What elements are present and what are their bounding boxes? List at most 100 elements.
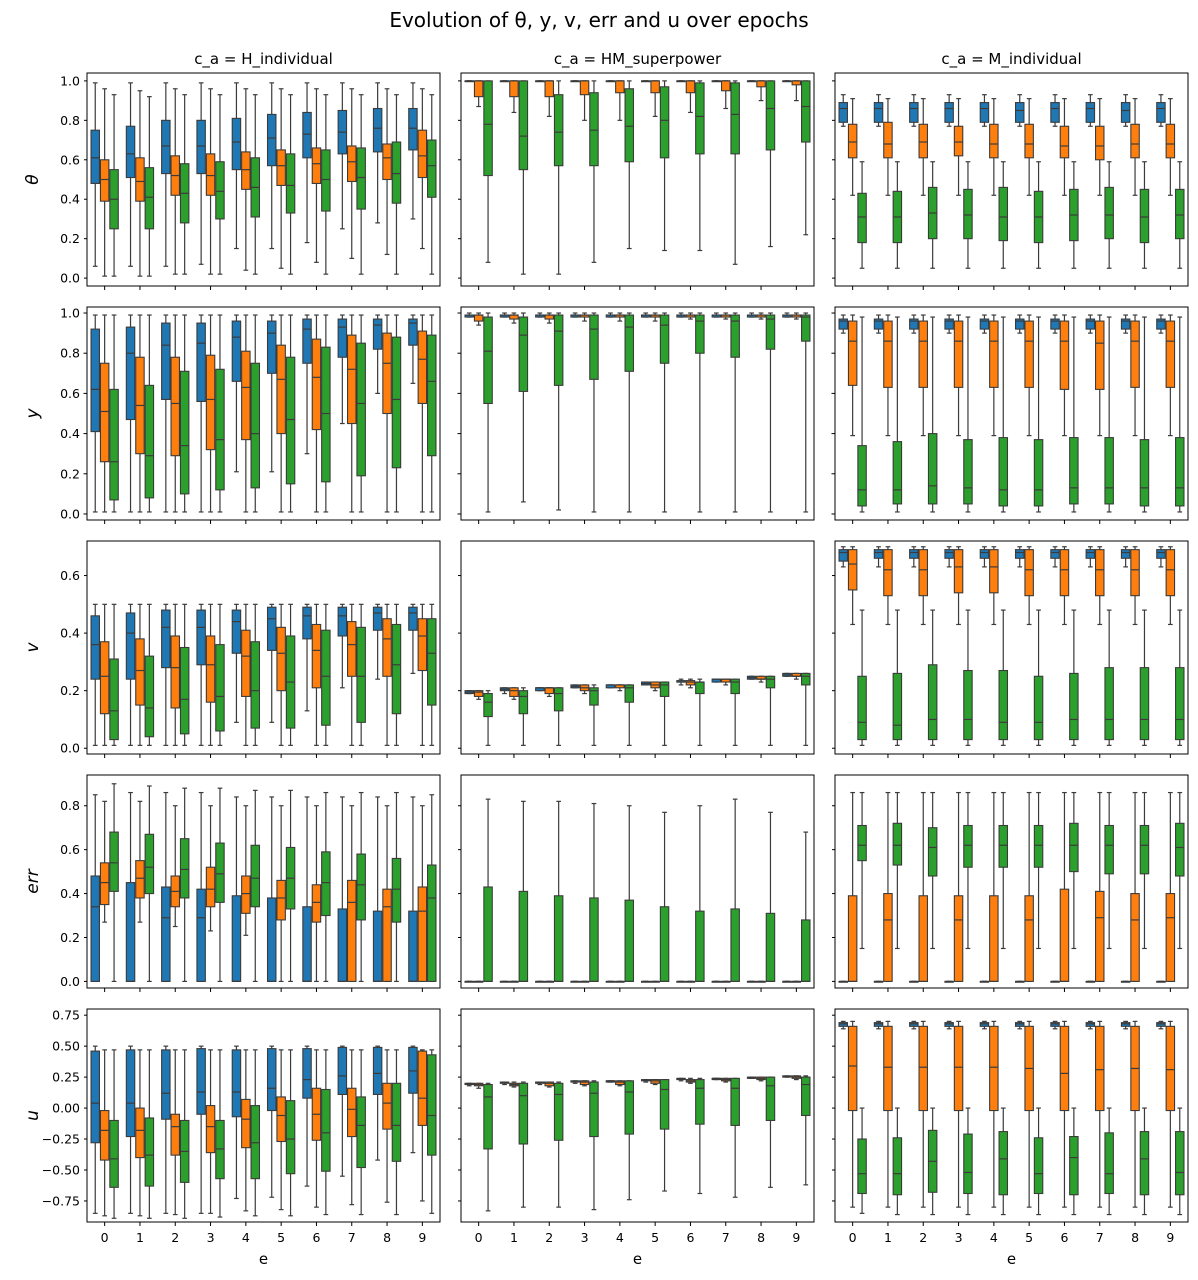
box-body: [518, 1082, 529, 1145]
subplot: [831, 306, 1189, 524]
box-body: [346, 1087, 357, 1138]
box: [1130, 546, 1140, 626]
subplot-grid: c_a = H_individual c_a = HM_superpower c_a…: [23, 50, 1189, 1268]
box-body: [417, 1050, 428, 1126]
box-body: [346, 879, 357, 982]
box-body: [953, 895, 964, 982]
box: [883, 98, 893, 196]
box: [730, 798, 740, 983]
box-body: [250, 641, 261, 729]
box: [650, 1078, 660, 1086]
box: [676, 80, 686, 83]
box-body: [125, 612, 136, 680]
box: [570, 80, 580, 83]
box: [356, 791, 366, 983]
box: [417, 603, 428, 746]
box: [589, 1080, 599, 1211]
box-body: [909, 1022, 919, 1027]
box-body: [125, 326, 136, 421]
box: [1024, 314, 1034, 437]
box: [391, 314, 402, 513]
box: [730, 678, 740, 746]
box-body: [765, 912, 776, 982]
y-tick-label: 0.00: [52, 1101, 80, 1116]
box: [285, 603, 296, 746]
box: [499, 980, 510, 983]
box-body: [346, 621, 357, 677]
box: [205, 603, 216, 746]
box: [266, 796, 277, 983]
box: [791, 80, 802, 102]
box-body: [372, 318, 383, 350]
box: [746, 312, 757, 318]
box-body: [756, 80, 766, 88]
box: [1165, 314, 1176, 437]
box: [135, 314, 145, 513]
box: [927, 161, 938, 269]
box: [499, 687, 510, 695]
box: [1059, 98, 1070, 196]
axes-frame: [460, 774, 815, 989]
x-tick-label: 9: [792, 1230, 800, 1245]
box: [215, 787, 225, 983]
box-body: [989, 895, 999, 982]
row-ylabel: θ: [23, 174, 43, 185]
box-body: [196, 119, 206, 175]
box: [1104, 791, 1114, 950]
box: [615, 312, 625, 322]
box-body: [382, 618, 392, 677]
box: [553, 687, 564, 746]
box: [483, 80, 493, 263]
box-body: [659, 1079, 670, 1130]
box: [372, 603, 383, 680]
box: [544, 1081, 555, 1088]
box-body: [1094, 320, 1105, 390]
box-body: [1139, 824, 1150, 875]
box: [144, 96, 155, 277]
box: [215, 603, 225, 746]
box: [109, 783, 119, 983]
box: [231, 796, 242, 983]
x-tick-label: 5: [651, 1230, 659, 1245]
box-body: [765, 1076, 776, 1122]
x-tick-label: 0: [101, 1230, 109, 1245]
box: [464, 980, 474, 983]
axes-frame: [460, 306, 815, 521]
box-body: [953, 549, 964, 594]
subplot: 0.0 0.2 0.4 0.6 0.8 1.0: [60, 306, 441, 524]
box: [276, 603, 286, 746]
box: [756, 980, 766, 983]
box: [1050, 980, 1060, 983]
box-body: [1165, 123, 1176, 159]
box: [321, 603, 331, 746]
box: [356, 314, 366, 513]
box: [241, 88, 251, 271]
box: [417, 1049, 428, 1202]
subplot: [458, 540, 815, 758]
box-body: [417, 618, 428, 672]
box: [125, 791, 136, 983]
box: [624, 80, 635, 250]
box-body: [417, 129, 428, 179]
box-body: [346, 334, 357, 425]
box: [125, 1045, 136, 1214]
box-body: [241, 350, 251, 441]
box: [285, 314, 296, 513]
x-tick-label: 7: [1096, 1230, 1104, 1245]
box: [553, 800, 564, 983]
box-body: [918, 1025, 929, 1112]
box-body: [250, 844, 261, 908]
box-body: [135, 157, 145, 202]
box: [659, 80, 670, 252]
box: [215, 314, 225, 513]
box-body: [1050, 1022, 1060, 1027]
box: [605, 80, 616, 83]
box: [944, 980, 954, 983]
box: [579, 80, 590, 121]
box-body: [215, 368, 225, 491]
box: [161, 314, 171, 513]
box-body: [144, 1117, 155, 1187]
box-body: [695, 1079, 705, 1125]
box: [998, 161, 1009, 269]
